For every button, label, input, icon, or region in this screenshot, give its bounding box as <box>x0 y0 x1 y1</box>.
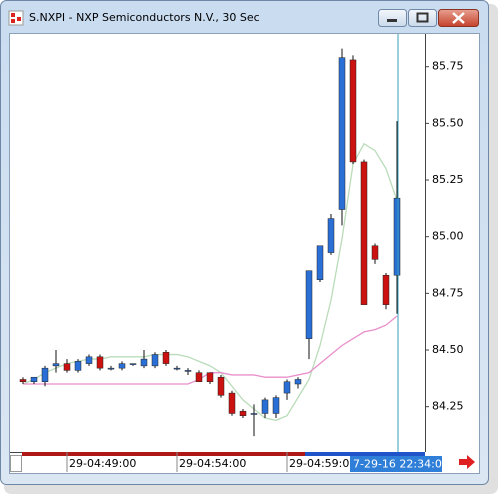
candle-body <box>272 397 280 414</box>
scroll-left-box[interactable] <box>10 455 22 472</box>
candle-body <box>294 379 302 385</box>
candle-body <box>327 218 335 253</box>
candle-body <box>118 363 126 369</box>
scrollbar-history <box>22 452 305 456</box>
candle-body <box>107 367 115 370</box>
scrollbar-thumb[interactable] <box>305 452 425 456</box>
x-tick-label: 29-04:49:00 <box>69 457 136 470</box>
candle-body <box>371 245 379 260</box>
window-title: S.NXPI - NXP Semiconductors N.V., 30 Sec <box>29 11 260 24</box>
cursor-label-box <box>350 456 442 472</box>
candle-body <box>63 363 71 371</box>
candle-body <box>305 270 313 339</box>
plot: 84.25 84.50 84.75 85.00 85.25 85.50 85.75 29-04… <box>19 34 464 472</box>
candle-body <box>283 381 291 394</box>
candle-body <box>206 372 214 382</box>
x-tick-label: 29-04:54:00 <box>179 457 246 470</box>
candle-body <box>129 363 137 365</box>
candle-body <box>173 367 181 370</box>
candle-body <box>195 372 203 382</box>
close-button[interactable] <box>438 9 479 27</box>
candle-body <box>228 392 236 414</box>
moving-average-line <box>22 142 398 421</box>
y-tick-label: 85.25 <box>432 173 464 186</box>
y-tick-label: 84.75 <box>432 286 464 299</box>
candle-body <box>151 354 159 367</box>
minimize-button[interactable] <box>378 9 407 27</box>
candle-body <box>217 376 225 396</box>
y-tick-label: 84.25 <box>432 400 464 413</box>
y-tick-label: 84.50 <box>432 343 464 356</box>
candle-body <box>316 245 324 281</box>
candle-body <box>239 410 247 416</box>
candle-body <box>338 57 346 210</box>
cursor-label: 7-29-16 22:34:00 <box>353 458 449 471</box>
x-tick-label: 29-04:59:00 <box>289 457 356 470</box>
candle-body <box>140 358 148 367</box>
candle-body <box>85 356 93 364</box>
candle-body <box>19 379 27 382</box>
app-icon <box>8 10 24 26</box>
candle-body <box>96 356 104 369</box>
y-tick-label: 85.00 <box>432 230 464 243</box>
candle-body <box>184 370 192 372</box>
candle-body <box>382 274 390 305</box>
candle-body <box>360 161 368 305</box>
maximize-button[interactable] <box>408 9 437 27</box>
candle-body <box>74 361 82 371</box>
candle-body <box>52 363 60 367</box>
candle-body <box>261 399 269 414</box>
candle-body <box>393 197 401 276</box>
candle-body <box>30 376 38 382</box>
y-tick-label: 85.50 <box>432 116 464 129</box>
candle-body <box>349 59 357 163</box>
scroll-right-arrow[interactable] <box>459 455 475 469</box>
chart-area <box>9 33 480 474</box>
y-tick-label: 85.75 <box>432 60 464 73</box>
candle-body <box>41 367 49 382</box>
candle-body <box>162 352 170 364</box>
candle-body <box>250 413 258 415</box>
